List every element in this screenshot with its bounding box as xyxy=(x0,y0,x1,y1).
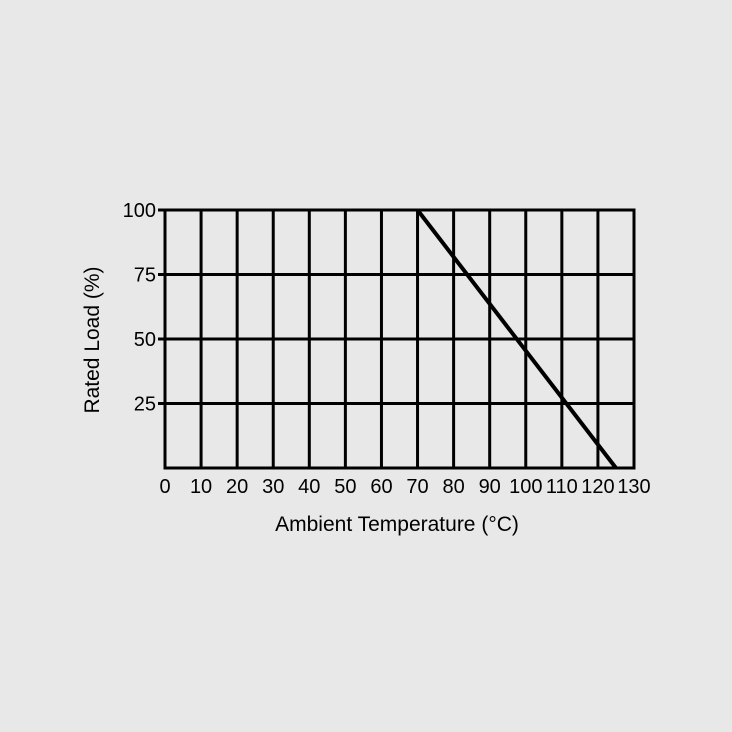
grid xyxy=(165,210,634,468)
x-tick-label: 80 xyxy=(442,476,464,498)
x-tick-label: 0 xyxy=(159,476,170,498)
x-axis-title: Ambient Temperature (°C) xyxy=(275,513,519,536)
y-tick-label: 50 xyxy=(134,329,156,351)
y-tick-label: 25 xyxy=(134,394,156,416)
x-tick-label: 100 xyxy=(509,476,542,498)
y-tick-label: 75 xyxy=(134,265,156,287)
x-tick-label: 130 xyxy=(617,476,650,498)
x-tick-label: 110 xyxy=(546,476,578,498)
y-axis-title: Rated Load (%) xyxy=(81,266,104,413)
y-tick-label: 100 xyxy=(123,200,156,222)
x-tick-label: 70 xyxy=(406,476,428,498)
series-layer xyxy=(415,208,618,470)
y-tick-labels: 25 50 75 100 xyxy=(123,200,165,416)
x-tick-label: 10 xyxy=(190,476,212,498)
x-tick-label: 20 xyxy=(226,476,248,498)
x-tick-labels: 0 10 20 30 40 50 60 70 80 90 100 110 120 130 xyxy=(159,476,650,498)
x-tick-label: 120 xyxy=(581,476,614,498)
x-tick-label: 90 xyxy=(479,476,501,498)
x-tick-label: 40 xyxy=(298,476,320,498)
x-tick-label: 60 xyxy=(370,476,392,498)
x-tick-label: 50 xyxy=(334,476,356,498)
derating-line xyxy=(415,208,618,470)
x-tick-label: 30 xyxy=(262,476,284,498)
